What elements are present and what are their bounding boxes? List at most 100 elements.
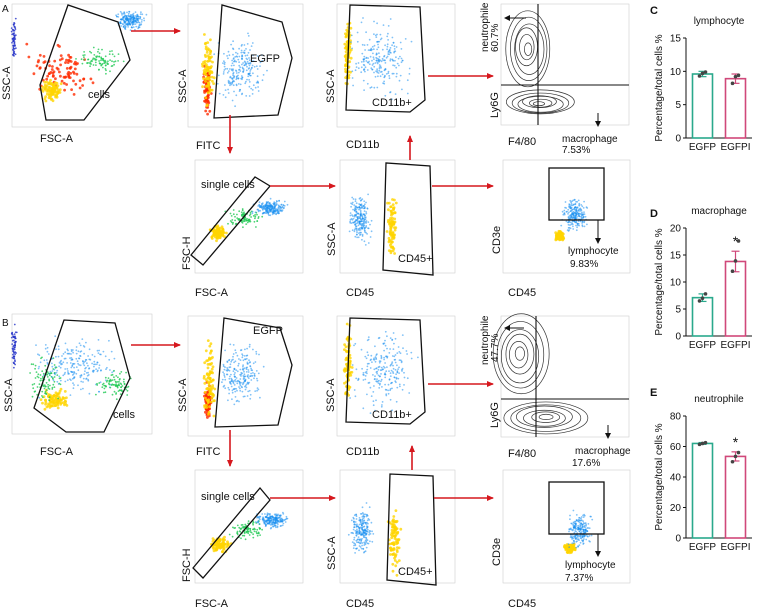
bar-egfp [691, 442, 714, 539]
significance-mark: * [733, 434, 739, 450]
gate-label-macrophage: macrophage [562, 134, 618, 145]
density-scatter [210, 511, 289, 554]
y-tick-label: 0 [675, 134, 681, 145]
density-scatter [10, 323, 132, 411]
significance-mark: * [733, 233, 739, 249]
pct-macrophage-b: 17.6% [572, 458, 600, 469]
y-tick-label: 5 [675, 100, 681, 111]
y-tick-label: 60 [670, 442, 682, 453]
bar-chart-c: lymphocyte Percentage/total cells % 0 5 10 15… [654, 16, 752, 153]
x-tick-label: EGFPI [720, 340, 750, 351]
bar-egfpi [724, 260, 747, 337]
y-tick-label: 10 [670, 67, 682, 78]
density-scatter [348, 193, 398, 255]
bar-egfpi [724, 77, 747, 139]
density-scatter [208, 197, 289, 243]
pct-lymphocyte-b: 7.37% [565, 573, 593, 584]
bar-chart-e: neutrophile Percentage/total cells % 0 20 40… [654, 394, 752, 553]
y-tick-label: 15 [670, 251, 682, 262]
axis-y-ssc: SSC-A [3, 378, 15, 412]
axis-y-ssc: SSC-A [325, 69, 337, 103]
gate-label-lymphocyte: lymphocyte [568, 246, 619, 257]
density-scatter [10, 10, 148, 103]
data-point [703, 440, 708, 445]
axis-y-ly6g: Ly6G [489, 92, 501, 118]
axis-x-fitc: FITC [196, 140, 220, 152]
plot-b-cd3e: lymphocyte 7.37% CD45 CD3e [491, 469, 631, 610]
pct-macrophage-a: 7.53% [562, 145, 590, 156]
data-point [697, 74, 702, 78]
axis-x-fitc: FITC [196, 446, 220, 458]
y-tick-label: 10 [670, 278, 682, 289]
gate-label-egfp: EGFP [250, 53, 280, 65]
gate-label-cd45: CD45+ [398, 253, 433, 265]
panel-label-e: E [650, 387, 657, 399]
axis-y-ly6g: Ly6G [489, 402, 501, 428]
y-tick-label: 5 [675, 305, 681, 316]
data-point [730, 81, 735, 86]
density-scatter [201, 32, 268, 116]
y-tick-label: 15 [670, 34, 682, 45]
contour-map [505, 10, 551, 88]
y-tick-label: 20 [670, 224, 682, 235]
data-point [733, 259, 738, 263]
data-point [733, 74, 738, 79]
axis-y-ssc: SSC-A [177, 69, 189, 103]
data-point [730, 459, 735, 464]
plot-b-single: single cells FSC-A FSC-H [181, 469, 304, 610]
density-scatter [554, 198, 589, 242]
y-tick-label: 40 [670, 473, 682, 484]
axis-x-cd45: CD45 [508, 287, 536, 299]
plot-a-cd45: CD45+ CD45 SSC-A [326, 159, 456, 299]
axis-y-ssc: SSC-A [177, 378, 189, 412]
plot-a-contour: neutrophile 60.7% macrophage 7.53% F4/80… [480, 2, 630, 156]
contour-map [503, 401, 589, 435]
y-tick-label: 20 [670, 503, 682, 514]
axis-y-fsch: FSC-H [181, 548, 193, 582]
bar-egfpi [724, 455, 747, 539]
x-tick-label: EGFP [689, 542, 717, 553]
bar-charts: lymphocyte Percentage/total cells % 0 5 10 15… [654, 16, 752, 553]
chart-title: macrophage [691, 206, 747, 217]
axis-x-f480: F4/80 [508, 448, 536, 460]
axis-x-cd45: CD45 [346, 287, 374, 299]
data-point [697, 442, 702, 447]
axis-y-label: Percentage/total cells % [654, 228, 665, 335]
axis-x-f480: F4/80 [508, 136, 536, 148]
panel-label-a: A [2, 4, 9, 15]
x-tick-label: EGFPI [720, 542, 750, 553]
data-point [703, 70, 708, 74]
plot-b-cells: cells FSC-A SSC-A [3, 313, 153, 458]
pct-neutrophile-a: 60.7% [490, 24, 501, 52]
axis-x-cd45: CD45 [508, 598, 536, 610]
axis-y-cd3e: CD3e [491, 538, 503, 566]
plot-a-egfp: EGFP FITC SSC-A [177, 3, 304, 152]
density-scatter [202, 339, 265, 419]
plot-b-cd11b: CD11b+ CD11b SSC-A [325, 315, 456, 458]
data-point [736, 450, 741, 455]
plot-b-contour: neutrophile 47.7% macrophage 17.6% F4/80… [480, 313, 631, 469]
axis-x-fsc: FSC-A [40, 446, 74, 458]
plot-a-cells: cells FSC-A SSC-A [1, 3, 153, 145]
axis-y-ssc: SSC-A [326, 536, 338, 570]
data-point [703, 292, 708, 296]
data-point [736, 73, 741, 78]
axis-x-cd45: CD45 [346, 598, 374, 610]
contour-map [492, 313, 550, 395]
data-point [736, 239, 741, 243]
axis-y-ssc: SSC-A [325, 378, 337, 412]
axis-x-fsc: FSC-A [195, 598, 229, 610]
gate-label-cd11b: CD11b+ [372, 97, 412, 109]
axis-y-cd3e: CD3e [491, 226, 503, 254]
y-tick-label: 0 [675, 332, 681, 343]
y-tick-label: 0 [675, 534, 681, 545]
plot-a-cd11b: CD11b+ CD11b SSC-A [325, 3, 456, 151]
axis-y-label: Percentage/total cells % [654, 423, 665, 530]
axis-x-cd11b: CD11b [346, 446, 379, 458]
axis-y-fsch: FSC-H [181, 236, 193, 270]
bar-egfp [691, 73, 714, 139]
axis-y-label: Percentage/total cells % [654, 34, 665, 141]
gate-label-cd11b: CD11b+ [372, 409, 412, 421]
